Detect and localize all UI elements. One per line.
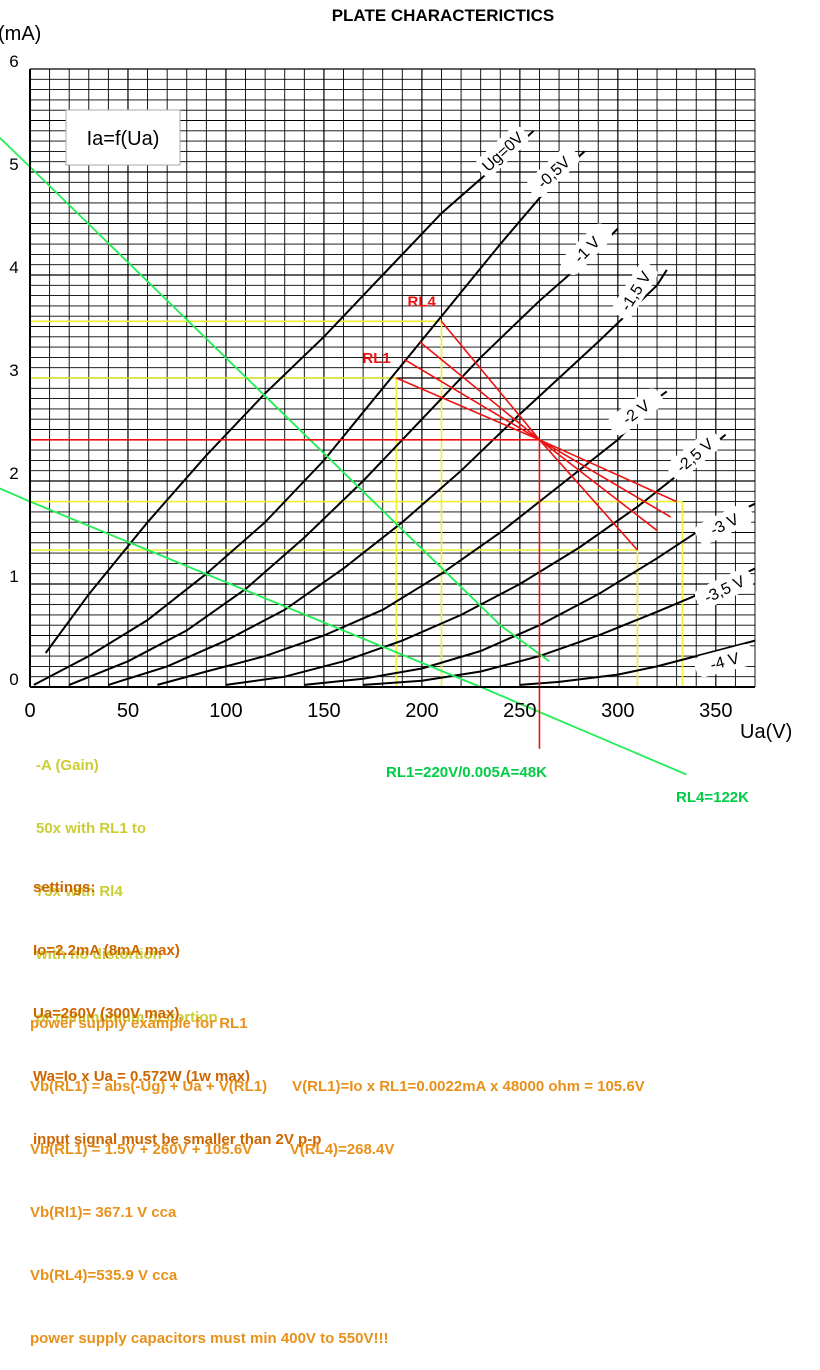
- red-line: [440, 320, 541, 441]
- curve-label-bg: [560, 223, 612, 275]
- supply-note-line: Vb(Rl1)= 367.1 V cca: [30, 1204, 177, 1221]
- supply-note-line: power supply capacitors must min 400V to…: [30, 1330, 389, 1347]
- x-tick-label: 100: [209, 700, 242, 722]
- gain-note-line: 73x with Rl4: [36, 883, 123, 900]
- curve-label-5: -2 V: [608, 388, 664, 436]
- gain-note-line: or minimumum distortion: [36, 1009, 218, 1026]
- load-line-1: [0, 136, 550, 663]
- x-tick-label: 300: [601, 700, 634, 722]
- x-tick-label: 250: [503, 700, 536, 722]
- y-tick-label: 3: [9, 361, 18, 380]
- gain-note-line: 50x with RL1 to: [36, 820, 147, 837]
- y-tick-label: 4: [9, 258, 18, 277]
- plate-curve-6: [225, 433, 727, 686]
- curve-label-bg: [694, 568, 754, 609]
- red-line: [539, 439, 677, 503]
- curve-label-9: -4 V: [694, 644, 755, 678]
- x-tick-label: 0: [24, 700, 35, 722]
- curve-label-7: -3 V: [695, 503, 754, 545]
- rl1-load-label: RL1=220V/0.005A=48K: [386, 764, 547, 781]
- x-tick-label: 350: [699, 700, 732, 722]
- settings-note-line: Io=2.2mA (8mA max): [33, 942, 180, 959]
- supply-note-line: Vb(RL1) = 1.5V + 260V + 105.6V V(RL4)=26…: [30, 1141, 395, 1158]
- axes: 0 50 100 150 200 250 300 350 0 1 2 3 4 5 6: [9, 52, 755, 722]
- x-tick-label: 50: [117, 700, 139, 722]
- red-line: [538, 439, 639, 551]
- x-axis-label: Ua(V): [740, 721, 792, 743]
- settings-note-line: settings:: [33, 879, 96, 896]
- red-line: [539, 439, 672, 518]
- red-line: [538, 439, 658, 532]
- curve-label-bg: [695, 503, 754, 545]
- y-axis-label: (mA): [0, 23, 41, 45]
- plate-curve-2: [33, 150, 586, 686]
- chart-title: PLATE CHARACTERICTICS: [332, 6, 555, 25]
- red-line: [403, 358, 540, 441]
- plate-curve-4: [108, 269, 668, 686]
- plate-curve-3: [68, 227, 619, 686]
- gain-note-line: with no distortion: [36, 946, 162, 963]
- plate-curve-1: [44, 130, 535, 654]
- curve-label-bg: [476, 126, 529, 177]
- curve-label-3: -1 V: [560, 223, 612, 275]
- rl4-load-label: RL4=122K: [676, 789, 749, 806]
- curve-label-bg: [612, 262, 658, 320]
- curve-label-text: -4 V: [709, 650, 742, 674]
- curve-labels: Ug=0V -0,5V-1 V-1,5 V-2 V-2,5 V-3 V-3,5 V…: [476, 126, 755, 678]
- red-label: RL4: [407, 293, 436, 310]
- curve-label-bg: [667, 430, 722, 480]
- curve-label-bg: [694, 644, 755, 678]
- supply-note-line: Vb(RL4)=535.9 V cca: [30, 1267, 178, 1284]
- plate-characteristics-chart: RL4 RL1 0 50 100 150 200 250 300 350 0 1 2 3 4 5 6 Ug=0…: [0, 6, 792, 806]
- x-tick-label: 150: [307, 700, 340, 722]
- settings-note-line: input signal must be smaller than 2V p-p: [33, 1131, 322, 1148]
- settings-note-line: Ua=260V (300V max): [33, 1005, 180, 1022]
- y-tick-label: 1: [9, 567, 18, 586]
- function-box-label: Ia=f(Ua): [87, 128, 160, 150]
- red-label: RL1: [362, 350, 390, 367]
- y-tick-label: 5: [9, 155, 18, 174]
- plate-curve-9: [519, 639, 756, 686]
- curve-label-bg: [526, 146, 580, 198]
- settings-notes: settings: Io=2.2mA (8mA max) Ua=260V (30…: [33, 835, 321, 1171]
- y-tick-label: 2: [9, 464, 18, 483]
- settings-note-line: Wa=Io x Ua = 0.572W (1w max): [33, 1068, 251, 1085]
- load-line-2: [0, 487, 687, 776]
- x-tick-label: 200: [405, 700, 438, 722]
- supply-note-line: Vb(RL1) = abs(-Ug) + Ua + V(RL1) V(RL1)=…: [30, 1078, 645, 1095]
- gain-note-line: -A (Gain): [36, 757, 99, 774]
- supply-note-line: power supply example for RL1: [30, 1015, 248, 1032]
- y-tick-label: 6: [9, 52, 18, 71]
- gain-notes: -A (Gain) 50x with RL1 to 73x with Rl4 w…: [36, 713, 218, 1049]
- red-line: [419, 341, 540, 441]
- red-construction-lines: RL4 RL1: [30, 293, 677, 749]
- power-supply-notes: power supply example for RL1 Vb(RL1) = a…: [30, 971, 645, 1370]
- function-box: Ia=f(Ua): [65, 109, 181, 166]
- curve-label-bg: [608, 388, 664, 436]
- y-tick-label: 0: [9, 670, 18, 689]
- load-lines: [0, 136, 687, 776]
- red-line: [396, 377, 540, 441]
